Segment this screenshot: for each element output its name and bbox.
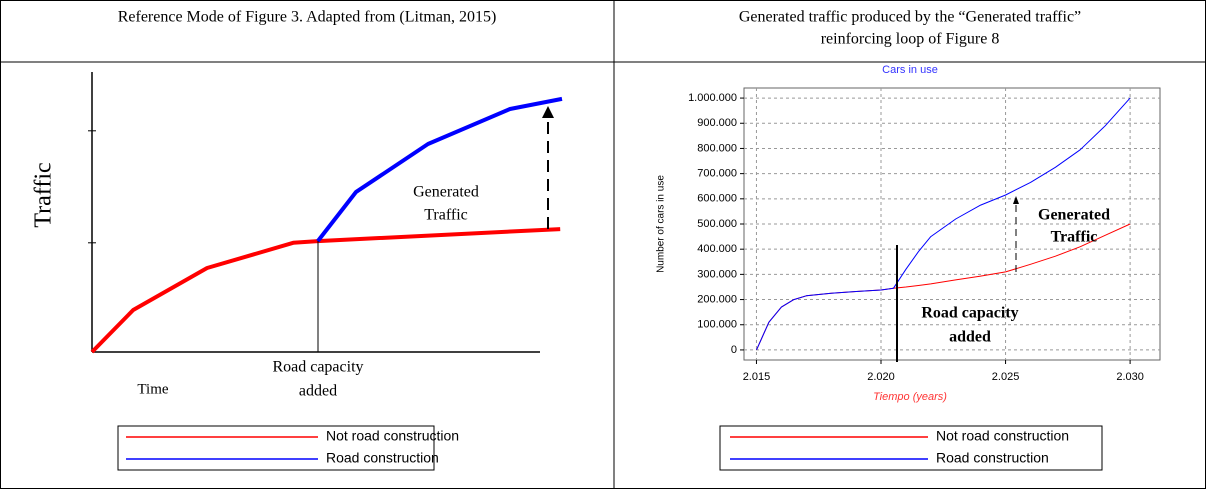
legend-label: Not road construction [936, 428, 1069, 444]
annotation: Generated [413, 184, 479, 201]
y-axis-label: Traffic [31, 162, 57, 227]
series-line [756, 97, 1131, 351]
x-tick-label: 2.025 [992, 371, 1020, 383]
header-text: Generated traffic produced by the “Gener… [739, 9, 1081, 26]
legend-label: Road construction [326, 450, 439, 466]
x-tick-label: 2.015 [743, 371, 771, 383]
header-text: Reference Mode of Figure 3. Adapted from… [118, 9, 497, 26]
arrow-head [1013, 196, 1019, 204]
y-tick-label: 1.000.000 [688, 92, 737, 104]
annotation: added [299, 383, 337, 400]
y-axis-label: Number of cars in use [656, 175, 667, 273]
arrow-head [542, 106, 554, 118]
legend-label: Road construction [936, 450, 1049, 466]
y-tick-label: 600.000 [697, 193, 737, 205]
x-tick-label: 2.020 [867, 371, 895, 383]
x-axis-label: Tiempo (years) [873, 391, 947, 403]
legend-box [719, 425, 1103, 471]
header-text: reinforcing loop of Figure 8 [821, 31, 1000, 48]
y-tick-label: 700.000 [697, 168, 737, 180]
annotation: Road capacity [921, 305, 1018, 322]
series-line [316, 96, 563, 243]
series-line [90, 227, 561, 354]
y-tick-label: 500.000 [697, 218, 737, 230]
annotation: added [949, 329, 991, 346]
y-tick-label: 0 [731, 344, 737, 356]
y-tick-label: 800.000 [697, 142, 737, 154]
y-tick-label: 100.000 [697, 319, 737, 331]
chart-title: Cars in use [882, 64, 938, 76]
y-tick-label: 200.000 [697, 293, 737, 305]
legend-label: Not road construction [326, 428, 459, 444]
x-axis-label: Time [137, 381, 168, 397]
x-tick-label: 2.030 [1116, 371, 1144, 383]
annotation: Road capacity [272, 359, 363, 376]
y-tick-label: 300.000 [697, 268, 737, 280]
annotation: Traffic [424, 207, 468, 224]
y-tick-label: 400.000 [697, 243, 737, 255]
annotation: Traffic [1051, 229, 1098, 246]
y-tick-label: 900.000 [697, 117, 737, 129]
annotation: Generated [1038, 207, 1110, 224]
legend-box [117, 425, 435, 471]
